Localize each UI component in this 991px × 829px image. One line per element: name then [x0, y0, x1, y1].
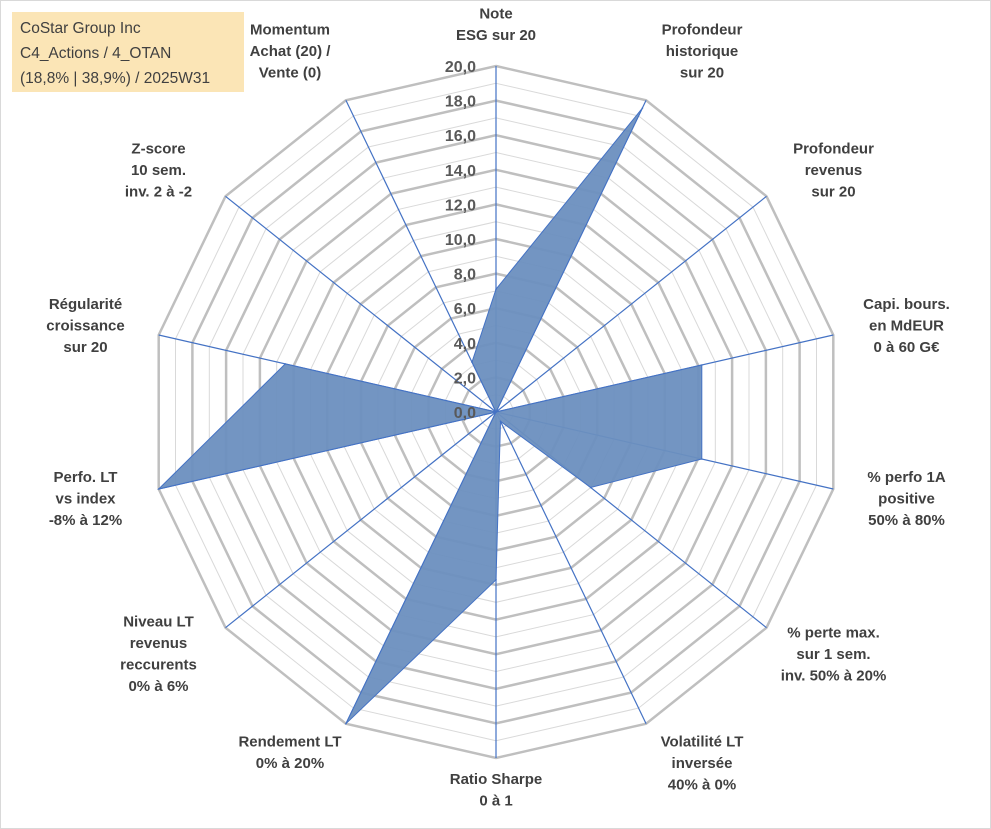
tick-label: 4,0 [454, 336, 476, 353]
data-point [701, 458, 703, 460]
data-point [641, 107, 644, 109]
category-label-line: Vente (0) [259, 64, 322, 81]
category-label-line: 0% à 20% [256, 755, 324, 772]
category-label: Note ESG sur 20 [456, 6, 536, 45]
category-label: Profondeur revenus sur 20 [793, 141, 874, 201]
data-point [157, 488, 160, 490]
category-label: Z-score 10 sem. inv. 2 à -2 [125, 141, 192, 201]
category-label: Niveau LT revenus reccurents 0% à 6% [120, 614, 197, 696]
portfolio-label: C4_Actions / 4_OTAN [20, 45, 172, 62]
data-point [495, 579, 497, 581]
tick-label: 6,0 [454, 301, 476, 318]
category-label: Profondeur historique sur 20 [662, 21, 743, 81]
category-label-line: croissance [46, 318, 124, 335]
category-label-line: 0 à 60 G€ [874, 339, 941, 356]
category-label-line: Volatilité LT [661, 734, 744, 751]
category-label-line: 50% à 80% [868, 512, 945, 529]
category-label-line: Niveau LT [123, 614, 194, 631]
tick-label: 14,0 [445, 163, 476, 180]
category-label-line: Z-score [131, 141, 185, 158]
category-label-line: % perte max. [787, 624, 880, 641]
data-point [495, 288, 497, 291]
category-label-line: sur 20 [680, 64, 724, 81]
tick-label: 2,0 [454, 370, 476, 387]
tick-label: 0,0 [454, 405, 476, 422]
category-label: % perfo 1A positive 50% à 80% [867, 469, 946, 529]
title-box: CoStar Group Inc C4_Actions / 4_OTAN (18… [12, 12, 244, 92]
category-label-line: sur 20 [63, 339, 107, 356]
series-polygon [157, 107, 703, 725]
category-label-line: 0% à 6% [128, 678, 188, 695]
category-label: Capi. bours. en MdEUR 0 à 60 G€ [863, 296, 950, 356]
tick-label: 18,0 [445, 94, 476, 111]
category-label: Régularité croissance sur 20 [46, 296, 124, 356]
category-label-line: sur 20 [811, 184, 855, 201]
category-label-line: Profondeur [662, 21, 743, 38]
tick-label: 20,0 [445, 59, 476, 76]
category-label-line: historique [666, 43, 739, 60]
category-label-line: sur 1 sem. [796, 646, 870, 663]
category-label-line: % perfo 1A [867, 469, 946, 486]
tick-label: 12,0 [445, 197, 476, 214]
category-label-line: en MdEUR [869, 318, 944, 335]
axis-spoke [495, 195, 767, 413]
category-label-line: 10 sem. [131, 162, 186, 179]
category-label: % perte max. sur 1 sem. inv. 50% à 20% [781, 624, 887, 684]
period-label: (18,8% | 38,9%) / 2025W31 [20, 70, 211, 87]
axis-spoke [225, 195, 497, 413]
category-label-line: Note [479, 6, 512, 23]
axis-spoke [225, 411, 497, 629]
category-label: Rendement LT 0% à 20% [238, 734, 341, 773]
company-name: CoStar Group Inc [20, 20, 141, 37]
tick-label: 8,0 [454, 267, 476, 284]
category-label-line: positive [878, 490, 935, 507]
category-label-line: vs index [55, 490, 116, 507]
category-label-line: Profondeur [793, 141, 874, 158]
category-label-line: reccurents [120, 657, 197, 674]
tick-labels: 0,0 2,0 4,0 6,0 8,0 10,0 12,0 14,0 16,0 18,0 20,0 [445, 59, 476, 422]
category-label-line: Capi. bours. [863, 296, 950, 313]
data-point [345, 722, 347, 725]
category-label-line: inversée [672, 755, 733, 772]
data-point [495, 411, 497, 413]
data-point [499, 420, 502, 423]
data-point [701, 364, 703, 366]
axis-spoke [495, 411, 647, 724]
category-label-line: 0 à 1 [479, 793, 512, 810]
category-label: Volatilité LT inversée 40% à 0% [661, 734, 744, 794]
category-label: Perfo. LT vs index -8% à 12% [49, 469, 122, 529]
series-area [157, 107, 703, 725]
data-point [471, 361, 473, 363]
category-label-line: Rendement LT [238, 734, 341, 751]
category-label-line: -8% à 12% [49, 512, 122, 529]
tick-label: 10,0 [445, 232, 476, 249]
category-label-line: revenus [805, 162, 863, 179]
category-label-line: inv. 50% à 20% [781, 667, 887, 684]
category-label-line: Momentum [250, 21, 330, 38]
category-label-line: Ratio Sharpe [450, 771, 543, 788]
category-label: Ratio Sharpe 0 à 1 [450, 771, 543, 810]
category-label-line: Perfo. LT [54, 469, 118, 486]
category-label-line: ESG sur 20 [456, 27, 536, 44]
category-label-line: inv. 2 à -2 [125, 184, 192, 201]
category-label-line: Achat (20) / [250, 43, 332, 60]
category-label: Momentum Achat (20) / Vente (0) [250, 21, 332, 81]
data-point [284, 363, 287, 365]
tick-label: 16,0 [445, 128, 476, 145]
data-point [589, 486, 592, 489]
category-label-line: revenus [130, 635, 188, 652]
category-label-line: 40% à 0% [668, 777, 736, 794]
axis-spoke [345, 100, 497, 413]
category-labels: Note ESG sur 20 Profondeur historique sur 20… [46, 6, 950, 810]
category-label-line: Régularité [49, 296, 122, 313]
